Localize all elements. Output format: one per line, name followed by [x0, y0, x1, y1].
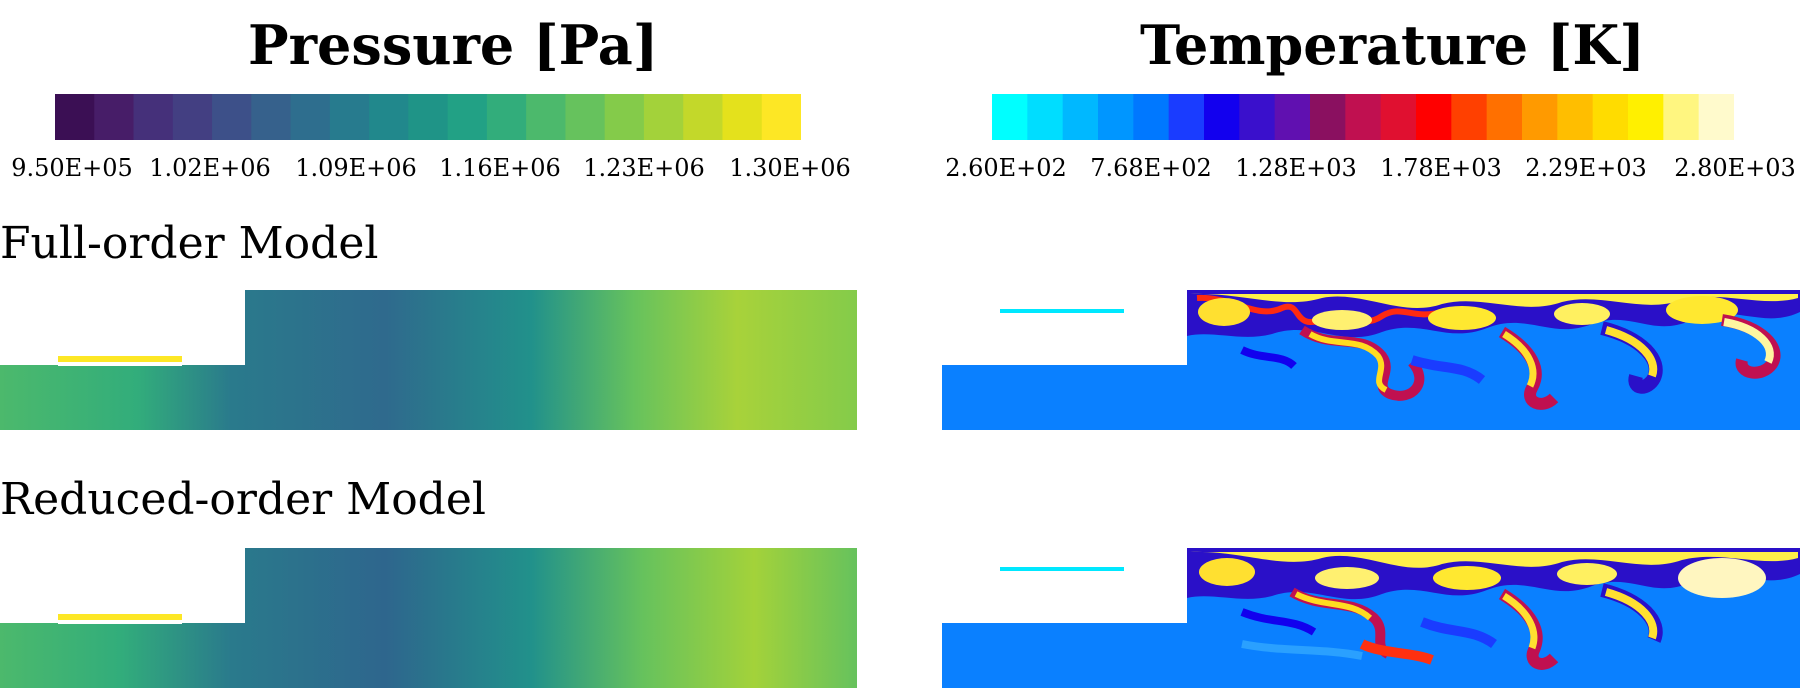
reduced-order-label: Reduced-order Model	[0, 474, 486, 525]
colorbar-segment	[761, 94, 801, 140]
colorbar-segment	[526, 94, 567, 140]
pressure-tick-3: 1.16E+06	[439, 154, 561, 182]
reduced-order-pressure-field	[0, 548, 860, 688]
colorbar-segment	[1380, 94, 1417, 140]
full-order-label: Full-order Model	[0, 218, 379, 269]
colorbar-segment	[1345, 94, 1382, 140]
colorbar-segment	[1698, 94, 1734, 140]
temperature-colorbar-title: Temperature [K]	[1140, 13, 1645, 77]
colorbar-segment	[1168, 94, 1205, 140]
temperature-tick-0: 2.60E+02	[945, 154, 1067, 182]
full-order-temperature-field	[942, 290, 1800, 430]
reduced-order-temperature-field	[942, 548, 1800, 688]
colorbar-segment	[133, 94, 174, 140]
colorbar-segment	[643, 94, 684, 140]
colorbar-segment	[1663, 94, 1700, 140]
colorbar-segment	[94, 94, 135, 140]
colorbar-segment	[1310, 94, 1346, 140]
colorbar-segment	[1062, 94, 1099, 140]
temperature-tick-5: 2.80E+03	[1674, 154, 1796, 182]
colorbar-segment	[1557, 94, 1594, 140]
colorbar-segment	[1486, 94, 1523, 140]
colorbar-segment	[992, 94, 1028, 140]
temperature-colorbar	[992, 94, 1734, 140]
colorbar-segment	[1416, 94, 1452, 140]
colorbar-segment	[1239, 94, 1276, 140]
colorbar-segment	[369, 94, 409, 140]
colorbar-segment	[1628, 94, 1664, 140]
temperature-tick-3: 1.78E+03	[1380, 154, 1502, 182]
colorbar-segment	[329, 94, 370, 140]
colorbar-segment	[683, 94, 724, 140]
temperature-tick-2: 1.28E+03	[1235, 154, 1357, 182]
colorbar-segment	[55, 94, 95, 140]
colorbar-segment	[1098, 94, 1134, 140]
pressure-tick-0: 9.50E+05	[11, 154, 133, 182]
colorbar-segment	[172, 94, 213, 140]
colorbar-segment	[1592, 94, 1629, 140]
colorbar-segment	[1522, 94, 1558, 140]
temperature-tick-1: 7.68E+02	[1090, 154, 1212, 182]
pressure-tick-2: 1.09E+06	[295, 154, 417, 182]
colorbar-segment	[1451, 94, 1488, 140]
colorbar-segment	[604, 94, 645, 140]
pressure-colorbar-title: Pressure [Pa]	[248, 13, 659, 77]
colorbar-segment	[447, 94, 488, 140]
colorbar-segment	[251, 94, 292, 140]
pressure-tick-1: 1.02E+06	[149, 154, 271, 182]
temperature-tick-4: 2.29E+03	[1525, 154, 1647, 182]
colorbar-segment	[1027, 94, 1064, 140]
pressure-colorbar	[55, 94, 801, 140]
colorbar-segment	[1274, 94, 1311, 140]
colorbar-segment	[565, 94, 606, 140]
colorbar-segment	[212, 94, 252, 140]
colorbar-segment	[722, 94, 763, 140]
pressure-colorbar-gradient	[55, 94, 801, 140]
colorbar-segment	[290, 94, 331, 140]
colorbar-segment	[1204, 94, 1240, 140]
full-order-pressure-field	[0, 290, 860, 430]
temperature-colorbar-gradient	[992, 94, 1734, 140]
pressure-tick-4: 1.23E+06	[583, 154, 705, 182]
pressure-tick-5: 1.30E+06	[729, 154, 851, 182]
colorbar-segment	[486, 94, 527, 140]
colorbar-segment	[408, 94, 449, 140]
colorbar-segment	[1133, 94, 1170, 140]
